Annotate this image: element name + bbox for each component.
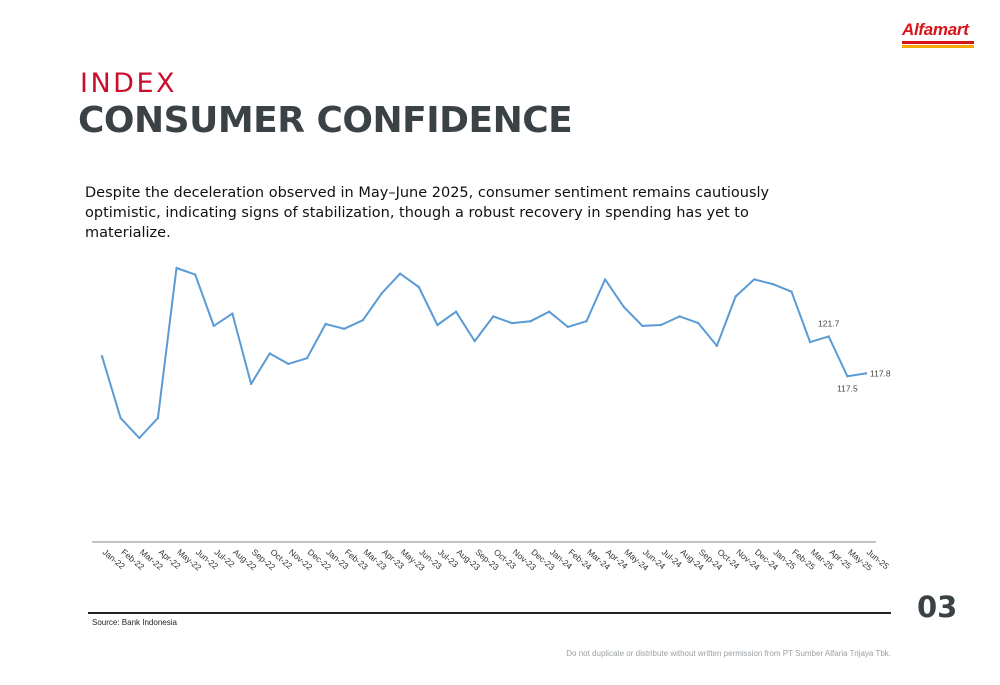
data-point (100, 355, 104, 358)
footer-divider (88, 612, 891, 614)
data-point (380, 292, 383, 295)
consumer-confidence-line-chart: Jan-22Feb-22Mar-22Apr-22May-22Jun-22Jul-… (92, 266, 891, 573)
data-point (398, 272, 402, 275)
data-point (324, 322, 327, 326)
data-point (454, 310, 458, 313)
chart-description: Despite the deceleration observed in May… (85, 185, 770, 241)
data-point (231, 312, 234, 315)
data-label: 117.5 (837, 383, 858, 393)
data-point (473, 339, 476, 343)
page-number: 03 (917, 590, 958, 624)
data-point (566, 325, 570, 329)
copyright-disclaimer: Do not duplicate or distribute without w… (566, 649, 891, 658)
data-point (753, 278, 756, 281)
data-point (715, 344, 719, 348)
data-point (194, 273, 197, 276)
data-point (156, 416, 160, 420)
data-point (659, 323, 663, 327)
logo-text: Alfamart (902, 20, 969, 39)
alfamart-logo: Alfamart (902, 20, 974, 54)
data-point (119, 416, 122, 420)
data-point (771, 282, 774, 286)
data-point (249, 382, 253, 386)
data-point (790, 290, 793, 293)
data-point (305, 357, 309, 360)
data-point (622, 305, 625, 309)
data-point (641, 324, 644, 328)
data-point (268, 352, 271, 355)
data-label: 117.8 (870, 368, 891, 378)
data-point (864, 372, 868, 375)
data-point (529, 320, 532, 323)
data-point (808, 340, 812, 344)
source-note: Source: Bank Indonesia (92, 618, 177, 627)
series-line (101, 267, 867, 439)
data-point (846, 375, 849, 378)
data-point (585, 320, 588, 323)
data-point (138, 436, 141, 440)
data-point (492, 315, 495, 318)
data-label: 121.7 (818, 318, 840, 328)
data-point (436, 323, 439, 327)
data-point (548, 310, 551, 313)
logo-stripe-yellow (902, 45, 974, 48)
logo-stripe-red (902, 41, 974, 44)
data-point (343, 327, 346, 330)
data-point (287, 362, 290, 366)
data-point (697, 321, 700, 325)
data-point (510, 321, 514, 325)
data-point (734, 295, 737, 298)
section-kicker: INDEX (80, 68, 178, 99)
data-point (212, 324, 215, 328)
page-title: CONSUMER CONFIDENCE (78, 100, 573, 141)
data-point (361, 319, 365, 322)
data-point (827, 335, 830, 338)
data-point (417, 285, 420, 289)
data-point (678, 315, 681, 318)
data-point (175, 266, 178, 270)
data-point (603, 278, 607, 281)
